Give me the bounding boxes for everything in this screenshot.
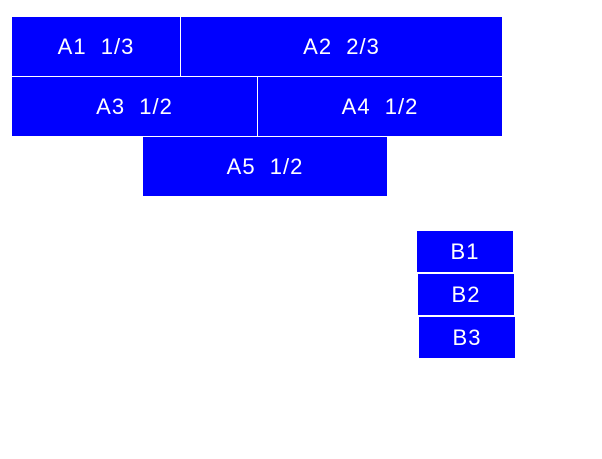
box-a3[interactable]: A3 1/2: [12, 77, 257, 136]
box-a4-label: A4 1/2: [341, 93, 419, 119]
box-b1[interactable]: B1: [417, 231, 513, 272]
box-a4[interactable]: A4 1/2: [258, 77, 502, 136]
box-b1-label: B1: [450, 238, 480, 264]
box-a5-label: A5 1/2: [226, 153, 304, 179]
box-b3-label: B3: [452, 324, 482, 350]
box-b3[interactable]: B3: [419, 317, 515, 358]
box-a1-label: A1 1/3: [57, 33, 135, 59]
box-b2-label: B2: [451, 281, 481, 307]
box-a2-label: A2 2/3: [303, 33, 380, 59]
box-a1[interactable]: A1 1/3: [12, 17, 180, 76]
box-a3-label: A3 1/2: [96, 93, 173, 119]
box-a2[interactable]: A2 2/3: [181, 17, 502, 76]
box-a5[interactable]: A5 1/2: [143, 137, 387, 196]
box-b2[interactable]: B2: [418, 274, 514, 315]
